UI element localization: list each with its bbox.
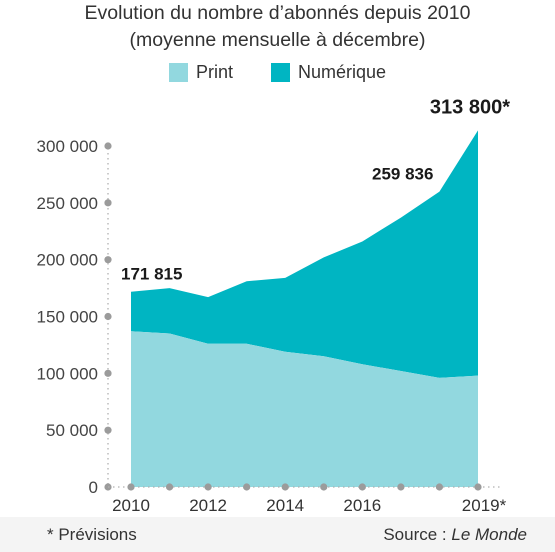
- x-tick-dot: [358, 483, 366, 491]
- x-tick-dot: [320, 483, 328, 491]
- legend-label-print: Print: [195, 62, 233, 82]
- data-label: 259 836: [372, 165, 433, 184]
- series-area-numerique: [131, 130, 478, 378]
- x-tick-dot: [281, 483, 289, 491]
- y-tick-dot: [104, 199, 112, 207]
- source-credit: Source : Le Monde: [383, 525, 527, 545]
- y-tick-dot: [104, 256, 112, 264]
- x-tick-dot: [243, 483, 251, 491]
- y-tick-label: 50 000: [46, 421, 98, 440]
- chart-legend: Print Numérique: [0, 62, 555, 83]
- legend-label-numerique: Numérique: [297, 62, 387, 82]
- plot-area: 0 50 000 100 000 150 000 200 000 250 000 300 0…: [37, 96, 511, 515]
- x-tick-dot: [165, 483, 174, 491]
- chart-title: Evolution du nombre d’abonnés depuis 201…: [84, 2, 471, 24]
- x-tick-dot: [474, 483, 482, 491]
- y-tick-label: 0: [89, 478, 98, 497]
- y-tick-dot: [104, 369, 112, 377]
- footer: [0, 517, 555, 552]
- y-tick-label: 150 000: [37, 308, 98, 327]
- x-tick-dot: [435, 483, 444, 491]
- source-prefix: Source :: [383, 525, 452, 544]
- data-label: 171 815: [121, 265, 182, 284]
- x-tick-dot: [127, 483, 135, 491]
- chart-subtitle: (moyenne mensuelle à décembre): [129, 29, 426, 51]
- source-name: Le Monde: [451, 525, 527, 544]
- y-tick-label: 100 000: [37, 364, 98, 383]
- legend-swatch-numerique: [270, 63, 290, 82]
- data-label: 313 800*: [430, 96, 510, 118]
- x-tick-dot: [204, 483, 212, 491]
- series-area-print: [131, 331, 478, 487]
- x-tick-dot: [397, 483, 405, 491]
- legend-item-print: Print: [168, 62, 233, 83]
- y-tick-dot: [104, 426, 112, 434]
- forecast-note: * Prévisions: [47, 525, 137, 544]
- x-tick-label: 2014: [266, 496, 304, 515]
- x-tick-label: 2012: [189, 496, 227, 515]
- y-tick-label: 250 000: [37, 194, 98, 213]
- legend-swatch-print: [168, 63, 188, 82]
- y-tick-label: 300 000: [37, 137, 98, 156]
- y-tick-label: 200 000: [37, 251, 98, 270]
- legend-item-numerique: Numérique: [270, 62, 387, 83]
- y-tick-dot: [104, 312, 112, 321]
- x-tick-label: 2019*: [462, 496, 507, 515]
- x-tick-label: 2016: [343, 496, 381, 515]
- x-tick-label: 2010: [112, 496, 150, 515]
- y-tick-dot: [104, 142, 112, 150]
